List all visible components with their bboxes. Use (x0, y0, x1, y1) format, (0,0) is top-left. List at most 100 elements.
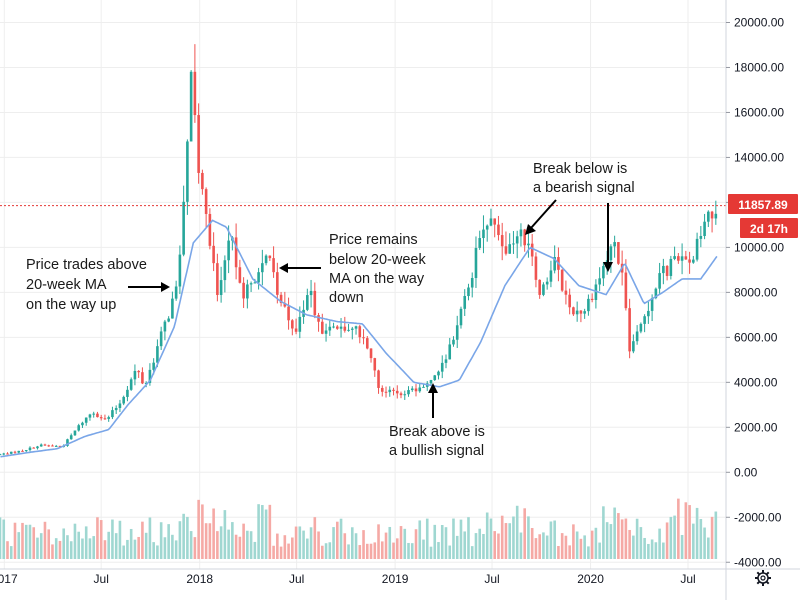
volume-bar (54, 538, 58, 559)
volume-bar (560, 533, 564, 559)
volume-bar (437, 542, 440, 559)
volume-bar (126, 539, 129, 559)
volume-bar (317, 531, 320, 559)
candle-body (493, 218, 497, 225)
volume-bar (24, 524, 28, 559)
x-tick-label: Jul (94, 572, 109, 586)
annotation-downtrend-line-4: down (329, 290, 364, 306)
volume-bar (350, 527, 354, 559)
annotation-bearish: Break below is a bearish signal (533, 161, 635, 196)
candle-body (253, 282, 257, 284)
volume-bar (197, 499, 200, 559)
volume-bar (512, 516, 515, 559)
candle-body (519, 229, 523, 237)
candle-body (133, 370, 137, 380)
volume-bars (0, 498, 718, 559)
candle-body (2, 453, 6, 455)
candle-body (463, 296, 467, 309)
x-tick-label: 2017 (0, 572, 18, 586)
candle-body (178, 254, 182, 287)
candle-body (628, 308, 631, 352)
volume-bar (632, 535, 635, 559)
volume-bar (81, 538, 84, 559)
candle-body (313, 290, 317, 316)
volume-bar (557, 545, 560, 559)
y-tick-label: 6000.00 (734, 330, 778, 344)
volume-bar (159, 522, 163, 559)
volume-bar (635, 518, 639, 559)
candle-body (103, 418, 107, 420)
volume-bar (21, 522, 24, 559)
candle-body (92, 413, 95, 415)
volume-bar (572, 524, 575, 559)
candle-body (373, 358, 377, 371)
candle-body (9, 451, 13, 454)
countdown-label: 2d 17h (750, 222, 788, 236)
x-tick-label: Jul (484, 572, 499, 586)
volume-bar (287, 543, 290, 559)
volume-bar (669, 516, 673, 559)
volume-bar (613, 507, 616, 559)
candle-body (32, 447, 36, 449)
volume-bar (204, 523, 208, 559)
volume-bar (459, 519, 463, 559)
candle-body (508, 244, 511, 254)
volume-bar (216, 531, 219, 559)
candle-body (287, 306, 290, 321)
candle-body (272, 258, 275, 273)
candle-body (328, 326, 332, 331)
candle-body (568, 294, 571, 308)
volume-bar (47, 529, 51, 559)
volume-bar (257, 504, 260, 559)
candle-body (126, 389, 129, 397)
candle-body (684, 256, 688, 260)
candle-body (482, 229, 485, 239)
candle-body (189, 71, 193, 142)
volume-bar (249, 531, 253, 559)
y-tick-label: 10000.00 (734, 240, 784, 254)
arrow-uptrend (128, 282, 170, 292)
candle-body (470, 278, 474, 288)
volume-bar (133, 539, 137, 559)
volume-bar (384, 532, 388, 559)
volume-bar (148, 517, 152, 559)
volume-bar (339, 518, 343, 559)
volume-bar (399, 526, 403, 559)
candle-body (111, 410, 114, 418)
volume-bar (617, 513, 620, 559)
candle-body (564, 290, 568, 295)
volume-bar (418, 520, 422, 559)
volume-bar (392, 542, 395, 559)
volume-bar (692, 523, 695, 559)
volume-bar (373, 542, 377, 559)
y-axis-ticks: 20000.0018000.0016000.0014000.0012000.00… (726, 15, 784, 569)
candle-body (350, 328, 354, 330)
candle-body (347, 329, 350, 331)
candle-body (13, 451, 17, 453)
candle-body (662, 265, 665, 274)
volume-bar (234, 534, 238, 559)
volume-bar (223, 510, 227, 559)
volume-bar (568, 545, 571, 559)
y-tick-label: 8000.00 (734, 285, 778, 299)
volume-bar (478, 528, 482, 559)
candle-body (680, 256, 684, 261)
settings-gear-icon[interactable] (755, 570, 771, 586)
volume-bar (407, 542, 410, 559)
volume-bar (643, 537, 646, 559)
volume-bar (508, 523, 511, 559)
annotation-downtrend: Price remains below 20-week MA on the wa… (329, 232, 426, 306)
candle-body (99, 417, 103, 419)
volume-bar (328, 542, 332, 559)
candle-body (478, 238, 482, 248)
candle-body (24, 450, 28, 452)
candle-body (137, 370, 140, 373)
candle-body (489, 218, 493, 226)
candle-body (242, 282, 245, 299)
candle-body (201, 172, 204, 190)
volume-bar (673, 515, 676, 559)
candle-body (204, 189, 208, 214)
volume-bar (658, 528, 661, 559)
volume-bar (369, 543, 373, 559)
